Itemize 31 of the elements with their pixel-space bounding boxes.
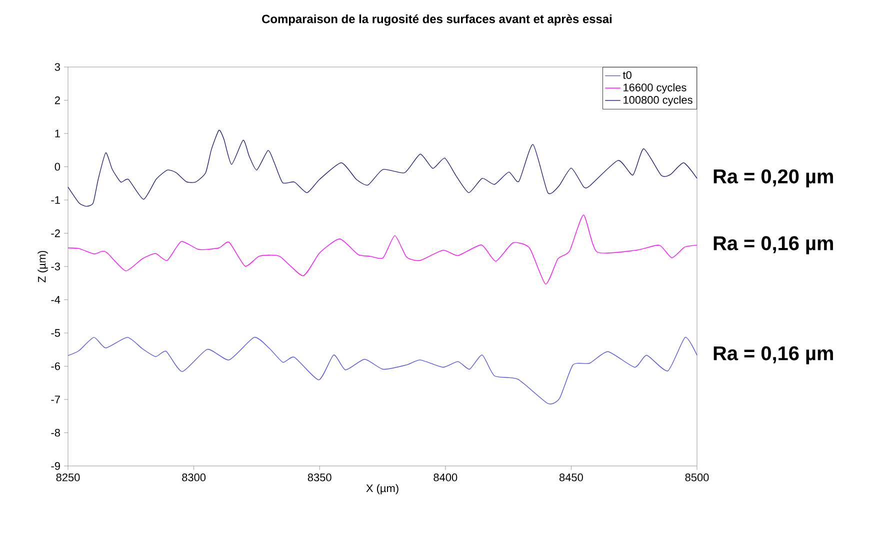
- x-tick-label: 8350: [308, 474, 332, 482]
- y-tick-label: -3: [51, 262, 60, 270]
- chart-title: Comparaison de la rugosité des surfaces avant et après essai: [262, 14, 612, 26]
- text: Ra = 0,16 µm: [714, 346, 833, 364]
- y-tick-label: -9: [51, 462, 60, 470]
- line-series: [68, 130, 698, 207]
- y-tick-label: 0: [54, 162, 60, 171]
- y-tick-label: 2: [54, 96, 60, 104]
- y-tick-label: -2: [51, 229, 60, 238]
- y-tick-label: 1: [55, 130, 60, 138]
- y-tick-label: -6: [51, 362, 60, 370]
- x-tick-label: 8450: [559, 474, 583, 482]
- y-tick-label: -8: [51, 428, 60, 437]
- line-series: [68, 336, 698, 404]
- y-tick-label: -7: [51, 396, 60, 404]
- y-tick-label: -4: [51, 296, 60, 304]
- text: Ra = 0,16 µm: [714, 236, 833, 254]
- x-tick-label: 8300: [182, 474, 206, 482]
- x-tick-label: 8500: [685, 474, 709, 482]
- x-axis-title: X (µm): [366, 484, 398, 494]
- text: Ra = 0,20 µm: [714, 169, 833, 188]
- line-series: [68, 214, 698, 284]
- y-tick-label: -5: [51, 329, 60, 337]
- y-tick-label: 3: [54, 63, 60, 71]
- y-axis-title: Z (µm): [38, 250, 48, 282]
- legend-label: 100800 cycles: [624, 96, 692, 106]
- legend-label: 16600 cycles: [624, 83, 686, 94]
- legend-label: t0: [622, 71, 632, 79]
- x-tick-label: 8250: [56, 474, 80, 482]
- x-tick-label: 8400: [434, 474, 458, 482]
- y-tick-label: -1: [51, 196, 60, 204]
